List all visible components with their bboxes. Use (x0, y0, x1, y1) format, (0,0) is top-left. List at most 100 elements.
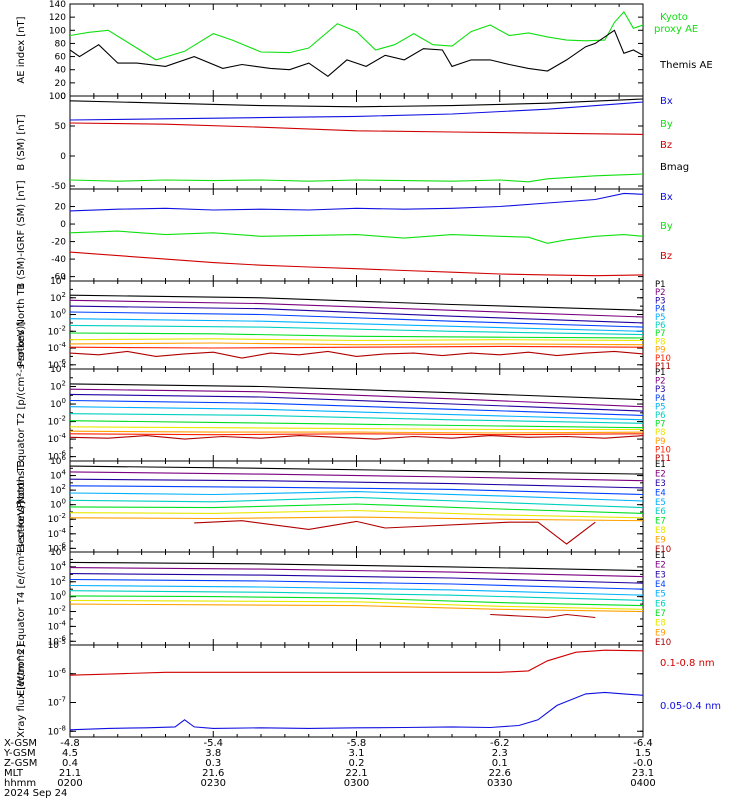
y-tick-label: -50 (51, 182, 66, 192)
footer-value: 2.3 (492, 748, 508, 759)
legend-entry: E7 (655, 517, 666, 527)
series-p9-line (70, 342, 643, 346)
legend-entry: E3 (655, 570, 666, 580)
legend-entry: E8 (655, 526, 666, 536)
footer-value: -5.4 (203, 738, 223, 749)
legend-entry: P5 (655, 402, 666, 412)
y-tick-label: 10-4 (48, 341, 67, 354)
series-themis-ae-line (70, 29, 643, 77)
legend-entry: P2 (655, 288, 666, 298)
series-e10-line (194, 520, 596, 545)
series-e3-line (70, 478, 643, 489)
series-e2-line (70, 567, 643, 578)
series-e2-line (70, 471, 643, 482)
legend-entry: By (660, 119, 673, 130)
y-tick-label: 0 (60, 152, 66, 162)
footer-value: 0.3 (205, 758, 221, 769)
series-p3-line (70, 305, 643, 324)
legend-entry: P10 (655, 445, 671, 455)
footer-value: 0300 (344, 778, 369, 789)
y-tick-label: 100 (49, 92, 66, 102)
y-tick-label: 100 (50, 498, 66, 511)
legend-entry: P8 (655, 428, 666, 438)
legend-entry: P7 (655, 420, 666, 430)
legend-entry: E9 (655, 628, 666, 638)
legend-entry: Kyoto (660, 12, 688, 23)
footer-row-label: Z-GSM (4, 758, 37, 769)
y-tick-label: 104 (50, 560, 66, 573)
legend-entry: E8 (655, 619, 666, 629)
legend-entry: P5 (655, 313, 666, 323)
footer-row-label: Y-GSM (3, 748, 36, 759)
y-tick-label: 10-2 (48, 605, 66, 618)
footer-value: -5.8 (347, 738, 367, 749)
series-e4-line (70, 485, 643, 496)
y-tick-label: 10-4 (48, 432, 67, 445)
series-by-line (70, 173, 643, 183)
y-axis-label: Protons Equator T2 [p/(cm²-s-sr-keV)] (16, 322, 27, 509)
series-kyoto-proxy-ae-line (70, 10, 643, 61)
y-axis-label: Electrons Equator T4 [e/(cm²-s-sr-keV)] (16, 501, 27, 696)
legend-entry: E4 (655, 580, 666, 590)
panel-frame (69, 3, 644, 97)
series-e1-line (70, 465, 643, 475)
legend-entry: Bz (660, 251, 672, 262)
series-p6-line (70, 413, 643, 424)
series-p7-line (70, 420, 643, 429)
series-bmag-line (70, 98, 643, 108)
series-p2-line (70, 299, 643, 318)
footer-value: 22.1 (345, 768, 367, 779)
legend-entry: proxy AE (654, 24, 698, 35)
footer-value: -0.0 (633, 758, 653, 769)
footer-value: -6.2 (490, 738, 510, 749)
series-p11-line (70, 435, 643, 440)
series-e3-line (70, 573, 643, 584)
series-p3-line (70, 393, 643, 412)
legend-entry: E1 (655, 551, 666, 561)
y-tick-label: 80 (55, 39, 67, 49)
footer-value: 0230 (201, 778, 226, 789)
series-e4-line (70, 578, 643, 590)
footer-row-label: MLT (4, 768, 24, 779)
series-p1-line (70, 383, 643, 401)
series-by-line (70, 230, 643, 244)
legend-entry: P1 (655, 280, 666, 290)
footer-date: 2024 Sep 24 (4, 788, 67, 799)
series-p8-line (70, 426, 643, 431)
y-tick-label: 10-6 (48, 634, 67, 647)
footer-value: -6.4 (633, 738, 653, 749)
legend-entry: E6 (655, 507, 666, 517)
y-axis-label: AE index [nT] (16, 16, 27, 83)
legend-entry: P4 (655, 394, 666, 404)
panel-frame (69, 460, 644, 553)
legend-entry: P7 (655, 329, 666, 339)
y-tick-label: 102 (50, 291, 66, 304)
series-e9-line (70, 516, 643, 522)
y-tick-label: 120 (49, 13, 66, 23)
y-tick-label: 102 (50, 575, 66, 588)
series-e10-line (490, 613, 596, 619)
legend-entry: P10 (655, 354, 671, 364)
y-axis-label: Xray flux [W/m^2] (16, 644, 27, 738)
y-axis-label: B (SM)-IGRF (SM) [nT] (16, 180, 27, 289)
y-tick-label: 0 (60, 220, 66, 230)
orbit-footer: X-GSM -4.8 -5.4 -5.8 -6.2 -6.4 Y-GSM 4.5 3.8 3.1 2… (3, 738, 656, 799)
footer-value: 21.6 (202, 768, 224, 779)
y-tick-label: 100 (50, 397, 66, 410)
y-tick-label: 106 (50, 545, 66, 558)
legend-entry: P11 (655, 454, 671, 464)
series-p5-line (70, 406, 643, 421)
footer-value: 1.5 (635, 748, 651, 759)
series-p4-line (70, 311, 643, 328)
footer-value: 0330 (487, 778, 512, 789)
footer-value: 3.1 (349, 748, 365, 759)
series-p4-line (70, 399, 643, 416)
series-e9-line (70, 603, 643, 613)
footer-value: 23.1 (632, 768, 654, 779)
series-e5-line (70, 491, 643, 502)
footer-value: 0.4 (62, 758, 78, 769)
legend-entry: P1 (655, 368, 666, 378)
panel-frame (69, 644, 644, 738)
footer-value: -4.8 (60, 738, 80, 749)
